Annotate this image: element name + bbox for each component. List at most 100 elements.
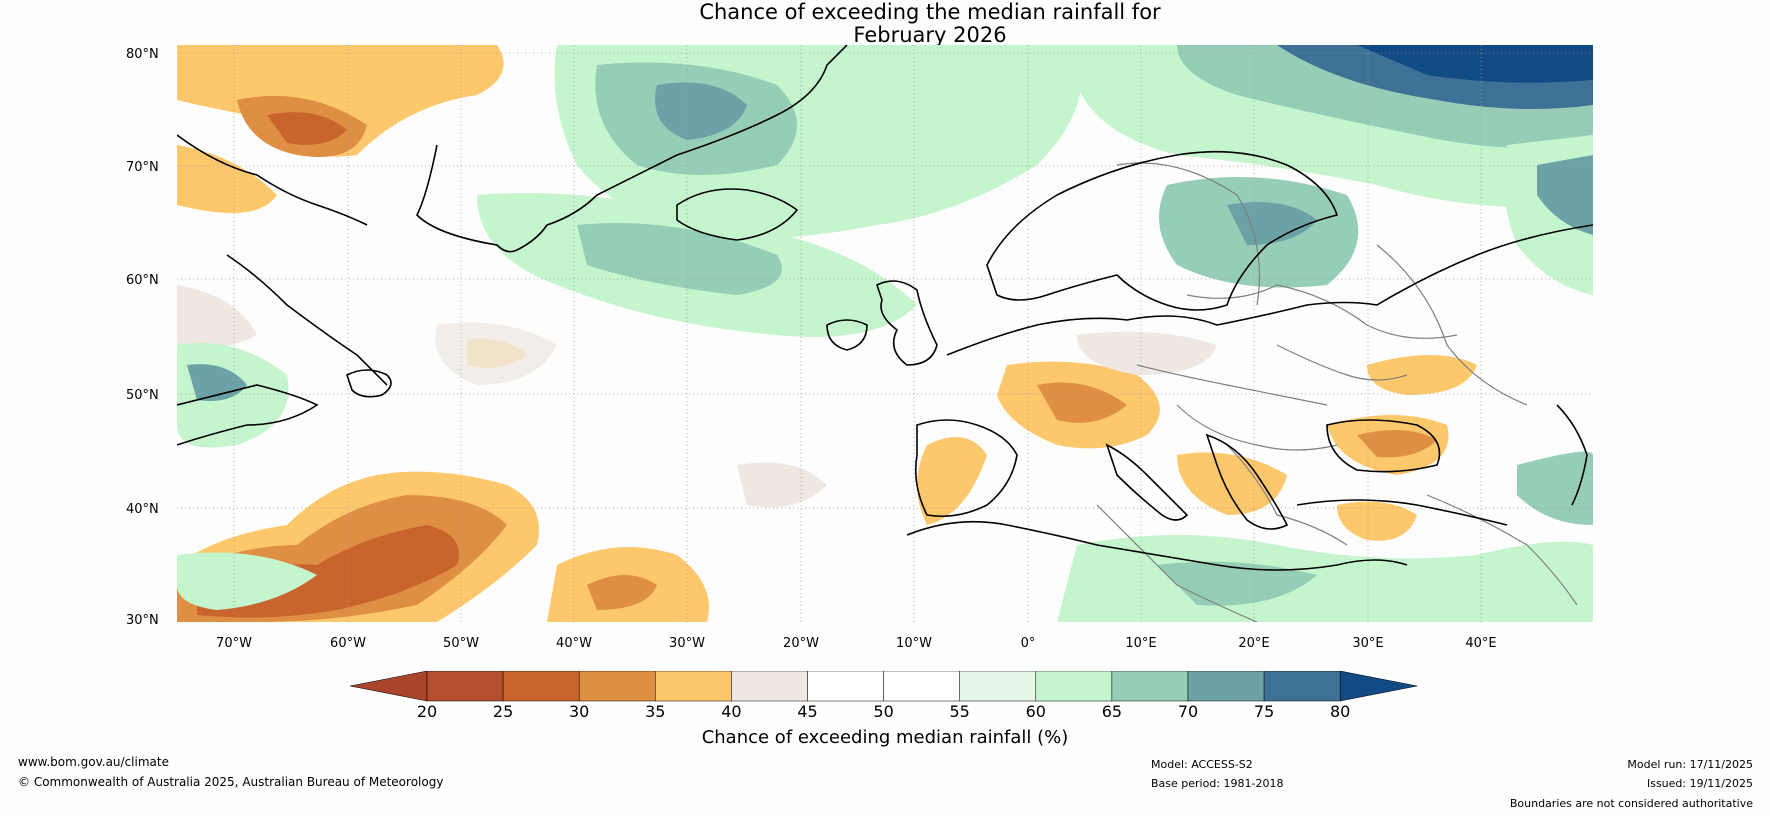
- colorbar-swatch-25-30: [502, 671, 580, 702]
- colorbar-swatch-20-25: [426, 671, 504, 702]
- website-link[interactable]: www.bom.gov.au/climate: [18, 755, 169, 769]
- lon-label-30e: 30°E: [1352, 636, 1384, 651]
- wet-region-icelandic-mid: [577, 223, 782, 295]
- rainfall-probability-map: [177, 45, 1593, 622]
- coast-ireland: [826, 319, 868, 351]
- coast-nova-scotia: [177, 384, 319, 446]
- colorbar-tick-30: 30: [569, 702, 590, 721]
- coastlines: [177, 45, 1593, 571]
- colorbar-tick-40: 40: [721, 702, 742, 721]
- lon-label-60w: 60°W: [330, 636, 366, 651]
- lat-label-80n: 80°N: [126, 47, 159, 62]
- near-median-regions: [177, 285, 1217, 508]
- issued-date: Issued: 19/11/2025: [1646, 777, 1753, 790]
- colorbar-tick-20: 20: [416, 702, 438, 721]
- coast-newfoundland: [346, 369, 392, 398]
- boundaries-disclaimer: Boundaries are not considered authoritat…: [1509, 797, 1753, 810]
- colorbar: [350, 671, 1418, 702]
- map-title-line-1: Chance of exceeding the median rainfall …: [699, 0, 1161, 24]
- colorbar-swatch-70-75: [1187, 671, 1265, 702]
- lon-label-10w: 10°W: [896, 636, 932, 651]
- dry-region-iberia: [917, 437, 987, 525]
- coast-north-africa: [906, 520, 1408, 571]
- neutral-region-4: [177, 285, 257, 349]
- colorbar-tick-75: 75: [1253, 702, 1275, 721]
- wet-region-scandinavia-dark: [1227, 202, 1317, 245]
- lat-label-30n: 30°N: [126, 613, 159, 628]
- colorbar-swatch-40-45: [731, 671, 808, 702]
- coast-italy: [1105, 443, 1189, 521]
- coast-iceland: [676, 188, 799, 241]
- coast-greenland: [416, 45, 848, 253]
- colorbar-label: Chance of exceeding median rainfall (%): [701, 727, 1069, 748]
- wet-region-north-africa: [1057, 535, 1593, 622]
- dry-region-black-sea-core: [1357, 430, 1437, 458]
- colorbar-swatch-45-50: [807, 671, 884, 702]
- lon-label-70w: 70°W: [216, 636, 252, 651]
- lon-label-30w: 30°W: [669, 636, 705, 651]
- lat-label-60n: 60°N: [126, 273, 159, 288]
- wet-region-barents-darkest: [1357, 45, 1593, 83]
- lon-label-40w: 40°W: [556, 636, 592, 651]
- graticule: [177, 45, 1593, 622]
- country-boundaries: [1096, 162, 1578, 622]
- wet-region-caspian: [1517, 451, 1593, 525]
- colorbar-swatch-60-65: [1035, 671, 1113, 702]
- colorbar-swatch-75-80: [1263, 671, 1341, 702]
- colorbar-tick-55: 55: [949, 702, 970, 721]
- colorbar-extend-low: [350, 671, 428, 702]
- dry-anomaly-regions: [177, 45, 1477, 622]
- colorbar-tick-35: 35: [645, 702, 666, 721]
- coast-black-sea: [1326, 419, 1441, 473]
- colorbar-tick-65: 65: [1101, 702, 1123, 721]
- wet-region-gulf-stream: [177, 552, 317, 610]
- coast-balkans: [1205, 433, 1289, 530]
- colorbar-tick-50: 50: [873, 702, 894, 721]
- model-name: Model: ACCESS-S2: [1151, 758, 1253, 771]
- dry-region-labrador-sea: [177, 45, 504, 157]
- colorbar-tick-80: 80: [1330, 702, 1351, 721]
- lon-label-40e: 40°E: [1465, 636, 1497, 651]
- wet-region-east-edge-mid: [1537, 155, 1593, 235]
- coast-europe-mainland: [946, 224, 1593, 356]
- lon-label-0: 0°: [1020, 636, 1036, 651]
- colorbar-tick-45: 45: [797, 702, 818, 721]
- lat-label-40n: 40°N: [126, 502, 159, 517]
- lon-label-50w: 50°W: [443, 636, 479, 651]
- colorbar-swatch-30-35: [578, 671, 656, 702]
- colorbar-tick-60: 60: [1025, 702, 1046, 721]
- colorbar-swatches: [350, 671, 1418, 702]
- lon-label-20w: 20°W: [783, 636, 819, 651]
- coast-britain: [876, 280, 938, 366]
- dry-region-labrador-dark: [267, 112, 347, 145]
- lat-label-50n: 50°N: [126, 388, 159, 403]
- coast-iberia: [914, 419, 1018, 518]
- coast-scandinavia: [986, 150, 1339, 311]
- dry-region-turkey: [1337, 501, 1417, 541]
- coast-caspian: [1556, 404, 1588, 506]
- colorbar-swatch-65-70: [1111, 671, 1189, 702]
- model-run-date: Model run: 17/11/2025: [1627, 758, 1753, 771]
- colorbar-extend-high: [1339, 671, 1418, 702]
- colorbar-tick-25: 25: [492, 702, 514, 721]
- colorbar-tick-70: 70: [1177, 702, 1199, 721]
- wet-region-greenland-sea-dark: [655, 82, 747, 140]
- copyright-notice: © Commonwealth of Australia 2025, Austra…: [18, 775, 444, 789]
- wet-anomaly-regions: [177, 45, 1593, 622]
- neutral-region-2: [1077, 331, 1217, 375]
- neutral-region-1: [435, 322, 557, 385]
- colorbar-swatch-50-55: [883, 671, 960, 702]
- neutral-region-3: [737, 462, 827, 508]
- lat-label-70n: 70°N: [126, 160, 159, 175]
- coast-baffin: [177, 134, 368, 226]
- colorbar-swatch-35-40: [655, 671, 732, 702]
- dry-region-baffin: [177, 145, 277, 213]
- dry-region-balkans: [1177, 452, 1287, 515]
- dry-region-russia: [1367, 355, 1477, 395]
- lon-label-10e: 10°E: [1125, 636, 1157, 651]
- lon-label-20e: 20°E: [1238, 636, 1270, 651]
- map-title-line-2: February 2026: [853, 23, 1007, 47]
- coast-turkey: [1296, 499, 1508, 526]
- dry-region-west-europe-core: [1037, 382, 1127, 423]
- colorbar-swatch-55-60: [959, 671, 1037, 702]
